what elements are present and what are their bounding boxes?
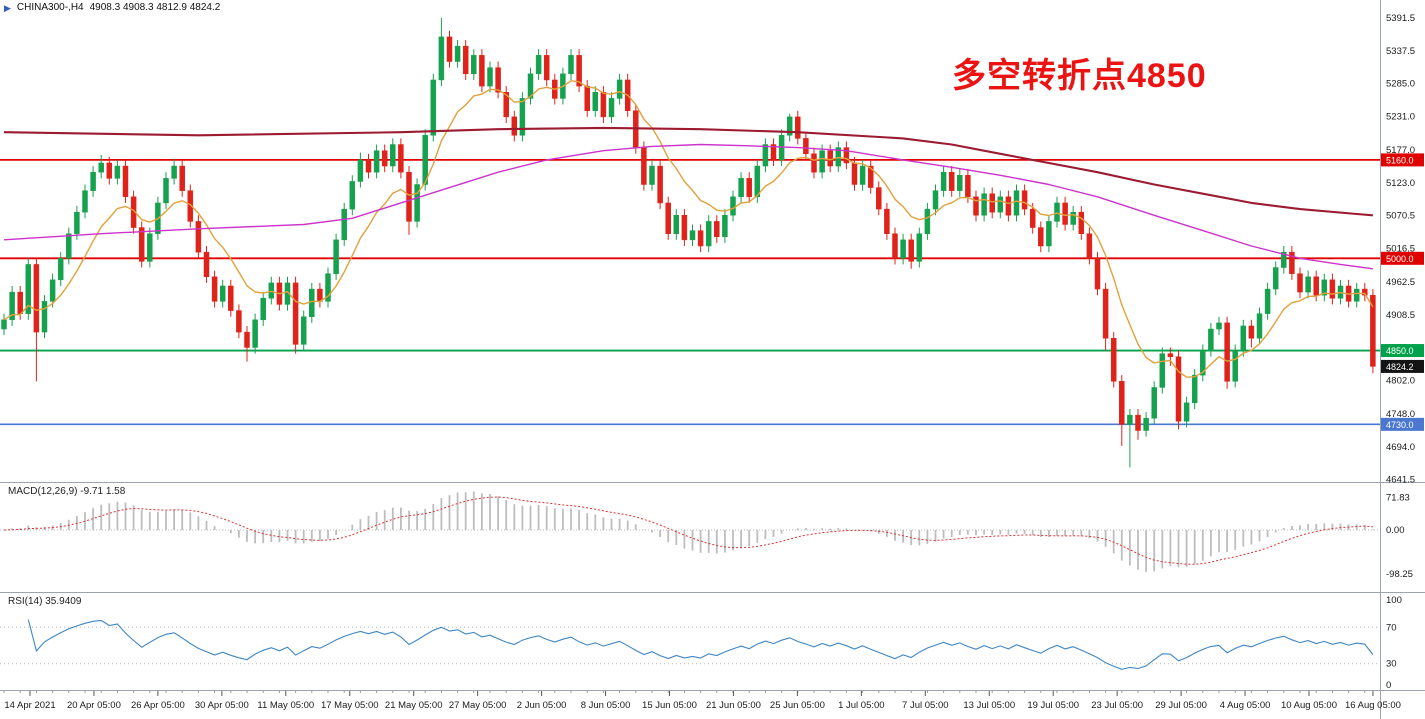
ma-slow-line [3,126,1373,217]
svg-text:5016.5: 5016.5 [1386,244,1415,255]
ma-fast-line [3,80,1374,378]
svg-text:71.83: 71.83 [1386,493,1410,504]
svg-text:16 Aug 05:00: 16 Aug 05:00 [1345,700,1401,711]
svg-text:0: 0 [1386,680,1391,691]
svg-text:5337.5: 5337.5 [1386,46,1415,57]
svg-text:1 Jul 05:00: 1 Jul 05:00 [838,700,884,711]
price-level-lines [0,158,1380,426]
chart-symbol-icon: ▶ [4,2,11,13]
svg-text:30: 30 [1386,659,1397,670]
svg-text:-98.25: -98.25 [1386,569,1413,580]
symbol-title: CHINA300-,H4 [16,2,84,13]
price-level-badge: 5160.0 [1381,153,1424,167]
svg-text:17 May 05:00: 17 May 05:00 [321,700,379,711]
svg-text:4824.2: 4824.2 [1386,362,1414,372]
svg-text:27 May 05:00: 27 May 05:00 [449,700,507,711]
svg-text:20 Apr 05:00: 20 Apr 05:00 [67,700,121,711]
macd-indicator-label: MACD(12,26,9) -9.71 1.58 [8,486,126,497]
rsi-indicator-label: RSI(14) 35.9409 [8,596,82,607]
svg-text:4730.0: 4730.0 [1386,420,1414,430]
indicator-axis[interactable]: 71.83 0.00 -98.25 100 70 30 0 [1386,493,1413,691]
ohlc-values: 4908.3 4908.3 4812.9 4824.2 [89,2,221,13]
svg-text:23 Jul 05:00: 23 Jul 05:00 [1091,700,1143,711]
price-level-badge: 5000.0 [1381,251,1424,265]
svg-text:5285.0: 5285.0 [1386,79,1415,90]
svg-text:21 Jun 05:00: 21 Jun 05:00 [706,700,761,711]
svg-text:11 May 05:00: 11 May 05:00 [257,700,314,711]
panel-separators [0,482,1425,691]
svg-text:4962.5: 4962.5 [1386,277,1415,288]
svg-text:21 May 05:00: 21 May 05:00 [385,700,443,711]
svg-text:5177.0: 5177.0 [1386,145,1415,156]
svg-text:4641.5: 4641.5 [1386,474,1415,485]
svg-text:15 Jun 05:00: 15 Jun 05:00 [642,700,697,711]
svg-text:7 Jul 05:00: 7 Jul 05:00 [902,700,948,711]
svg-text:5160.0: 5160.0 [1386,155,1414,165]
svg-text:19 Jul 05:00: 19 Jul 05:00 [1027,700,1079,711]
macd-histogram [11,491,1374,572]
svg-text:70: 70 [1386,622,1397,633]
time-axis[interactable]: 14 Apr 2021 20 Apr 05:00 26 Apr 05:00 30 Ap… [3,691,1401,711]
price-axis[interactable]: 5391.5 5337.5 5285.0 5231.0 5177.0 5123.0 5070… [1386,13,1415,485]
rsi-line [27,619,1374,670]
svg-text:4802.0: 4802.0 [1386,376,1415,387]
svg-text:4748.0: 4748.0 [1386,409,1415,420]
svg-text:4850.0: 4850.0 [1386,346,1414,356]
svg-text:100: 100 [1386,595,1402,606]
svg-text:14 Apr 2021: 14 Apr 2021 [4,700,55,711]
svg-text:13 Jul 05:00: 13 Jul 05:00 [963,700,1015,711]
svg-text:5123.0: 5123.0 [1386,178,1415,189]
svg-text:0.00: 0.00 [1386,525,1405,536]
price-level-badge: 4850.0 [1381,344,1424,358]
price-level-badge: 4730.0 [1381,417,1424,431]
macd-signal-line [3,496,1373,565]
svg-text:10 Aug 05:00: 10 Aug 05:00 [1281,700,1337,711]
svg-text:5231.0: 5231.0 [1386,112,1415,123]
svg-text:4 Aug 05:00: 4 Aug 05:00 [1220,700,1271,711]
svg-text:25 Jun 05:00: 25 Jun 05:00 [770,700,825,711]
svg-text:4694.0: 4694.0 [1386,442,1415,453]
svg-text:5070.5: 5070.5 [1386,210,1415,221]
ma-mid-line [3,143,1373,270]
svg-text:26 Apr 05:00: 26 Apr 05:00 [131,700,185,711]
svg-text:8 Jun 05:00: 8 Jun 05:00 [581,700,631,711]
svg-text:2 Jun 05:00: 2 Jun 05:00 [517,700,567,711]
symbol-info: ▶ CHINA300-,H4 4908.3 4908.3 4812.9 4824… [4,2,220,13]
svg-text:30 Apr 05:00: 30 Apr 05:00 [195,700,249,711]
svg-text:5391.5: 5391.5 [1386,13,1415,24]
svg-text:4908.5: 4908.5 [1386,310,1415,321]
current-price-badge: 4824.2 [1381,359,1424,373]
svg-text:29 Jul 05:00: 29 Jul 05:00 [1155,700,1207,711]
svg-text:5000.0: 5000.0 [1386,254,1414,264]
annotation-text: 多空转折点4850 [952,57,1207,95]
